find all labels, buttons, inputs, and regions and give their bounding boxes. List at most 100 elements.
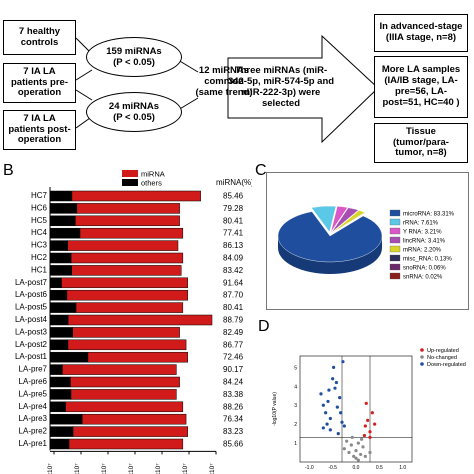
bar-x-tick-label: x10⁷ (47, 463, 54, 474)
bar-others-HC6 (49, 203, 78, 214)
volcano-point-down-regulated (340, 420, 344, 424)
pie-legend-label: lincRNA: 3.41% (403, 239, 446, 245)
volcano-point-no-changed (352, 454, 356, 458)
validation-advanced-box: In advanced-stage (IIIA stage, n=8) (374, 14, 468, 52)
bar-mirna-LA-post3 (72, 327, 180, 338)
bar-category-label: LA-post2 (15, 340, 48, 349)
bar-category-label: HC7 (31, 191, 48, 200)
pie-legend-swatch (389, 218, 401, 226)
bar-mirna-LA-post4 (67, 314, 213, 326)
bar-mirna-LA-pre3 (81, 413, 187, 425)
volcano-point-up-regulated (370, 411, 374, 415)
bar-mirna-LA-post6 (66, 289, 188, 301)
bar-pct-label: 88.79 (223, 316, 244, 325)
volcano-point-down-regulated (327, 388, 331, 392)
bar-mirna-HC4 (79, 227, 184, 239)
volcano-plot: 5 4 3 2 1 -1.0 -0.5 0.0 0.5 1.0 -log10(P value) Up-… (272, 348, 466, 471)
bar-mirna-LA-pre4 (65, 401, 184, 413)
volcano-point-down-regulated (332, 365, 336, 369)
volcano-point-down-regulated (328, 428, 332, 432)
bar-category-label: LA-post1 (15, 352, 48, 361)
volcano-x-tick: 1.0 (399, 465, 406, 471)
pie-slice-microRNA (277, 211, 383, 263)
volcano-x-tick: 0.5 (376, 465, 383, 471)
bar-others-LA-pre2 (49, 426, 74, 437)
pie-chart: microRNA: 83.31% rRNA: 7.61% Y RNA: 3.21% l… (277, 205, 455, 281)
volcano-point-up-regulated (363, 424, 367, 428)
bar-mirna-LA-pre6 (70, 376, 180, 388)
bar-pct-label: 77.41 (223, 229, 244, 238)
selected-mirnas-text: Three miRNAs (miR- 342-5p, miR-574-5p an… (227, 65, 335, 109)
volcano-point-down-regulated (342, 424, 346, 428)
bar-pct-label: 85.66 (223, 440, 244, 449)
volcano-y-label: -log10(P value) (272, 392, 278, 426)
bar-mirna-HC1 (71, 265, 182, 276)
pie-legend-swatch (389, 236, 401, 244)
pie-legend-label: Y RNA: 3.21% (403, 230, 442, 236)
volcano-point-up-regulated (368, 430, 372, 434)
legend-swatch-others (122, 179, 138, 186)
bar-pct-label: 80.41 (223, 216, 244, 225)
validation-more-box: More LA samples (IA/IB stage, LA- pre=56… (374, 56, 468, 118)
pie-legend-label: snoRNA: 0.06% (403, 266, 446, 272)
volcano-point-up-regulated (362, 433, 366, 438)
bar-category-label: HC4 (31, 228, 48, 237)
pie-slice-mRNA (332, 210, 366, 233)
bar-pct-label: 86.13 (223, 241, 244, 250)
bar-category-label: LA-post3 (15, 327, 48, 336)
bar-others-HC5 (49, 215, 76, 227)
bar-mirna-LA-pre1 (68, 438, 184, 450)
bar-x-tick-label: x10⁷ (101, 463, 108, 474)
pie-legend-label: mRNA: 2.20% (403, 248, 442, 254)
volcano-y-tick: 5 (294, 365, 297, 371)
bar-mirna-HC2 (70, 252, 184, 264)
volcano-point-down-regulated (341, 360, 345, 364)
volcano-point-no-changed (342, 447, 346, 451)
bar-mirna-LA-pre5 (70, 389, 177, 400)
bar-mirna-HC7 (71, 190, 201, 202)
bar-others-LA-post1 (49, 351, 89, 363)
volcano-point-down-regulated (328, 416, 332, 421)
volcano-legend-marker (420, 355, 424, 359)
volcano-point-down-regulated (339, 411, 343, 415)
volcano-point-no-changed (368, 450, 372, 455)
bar-x-tick-label: x10⁷ (74, 463, 81, 474)
bar-x-tick-label: x10⁷ (209, 463, 216, 474)
bar-category-label: HC5 (31, 216, 48, 225)
legend-label-others: others (141, 179, 162, 188)
bar-others-HC7 (49, 190, 73, 202)
bar-pct-label: 90.17 (223, 365, 244, 374)
common-mirnas-text: 12 miRNAs common (same trend) (195, 65, 253, 98)
bar-pct-label: 82.49 (223, 328, 244, 337)
panel-c-letter: C (255, 162, 267, 179)
bar-mirna-HC5 (75, 215, 180, 227)
bar-others-HC2 (49, 252, 72, 264)
bar-category-label: LA-pre7 (19, 365, 48, 374)
bar-category-label: LA-pre1 (19, 439, 48, 448)
pie-legend-swatch (389, 209, 401, 217)
bar-pct-label: 76.34 (223, 415, 244, 424)
volcano-legend-label: Down-regulated (427, 362, 466, 368)
bar-category-label: LA-post7 (15, 278, 48, 287)
bar-mirna-LA-post5 (75, 302, 184, 313)
bar-others-LA-pre6 (49, 376, 71, 388)
volcano-frame (299, 355, 413, 463)
volcano-point-no-changed (363, 454, 367, 458)
bar-pct-label: 87.70 (223, 291, 244, 300)
ellipse-159-mirnas: 159 miRNAs (P < 0.05) (86, 37, 182, 77)
volcano-point-down-regulated (336, 432, 340, 436)
bar-others-LA-pre3 (49, 413, 83, 425)
volcano-point-no-changed (356, 441, 360, 445)
volcano-point-no-changed (350, 435, 354, 439)
volcano-point-up-regulated (366, 418, 370, 422)
bar-others-LA-post5 (49, 302, 77, 313)
bar-pct-label: 83.42 (223, 266, 244, 275)
pie-legend-label: microRNA: 83.31% (403, 212, 455, 218)
pie-legend-swatch (389, 263, 401, 271)
volcano-point-no-changed (349, 443, 353, 447)
panel-c-frame (266, 172, 469, 310)
pie-legend-label: rRNA: 7.61% (403, 221, 439, 227)
bar-pct-label: 86.77 (223, 340, 244, 349)
bar-others-LA-post7 (49, 277, 62, 289)
bar-pct-label: 84.09 (223, 254, 244, 263)
